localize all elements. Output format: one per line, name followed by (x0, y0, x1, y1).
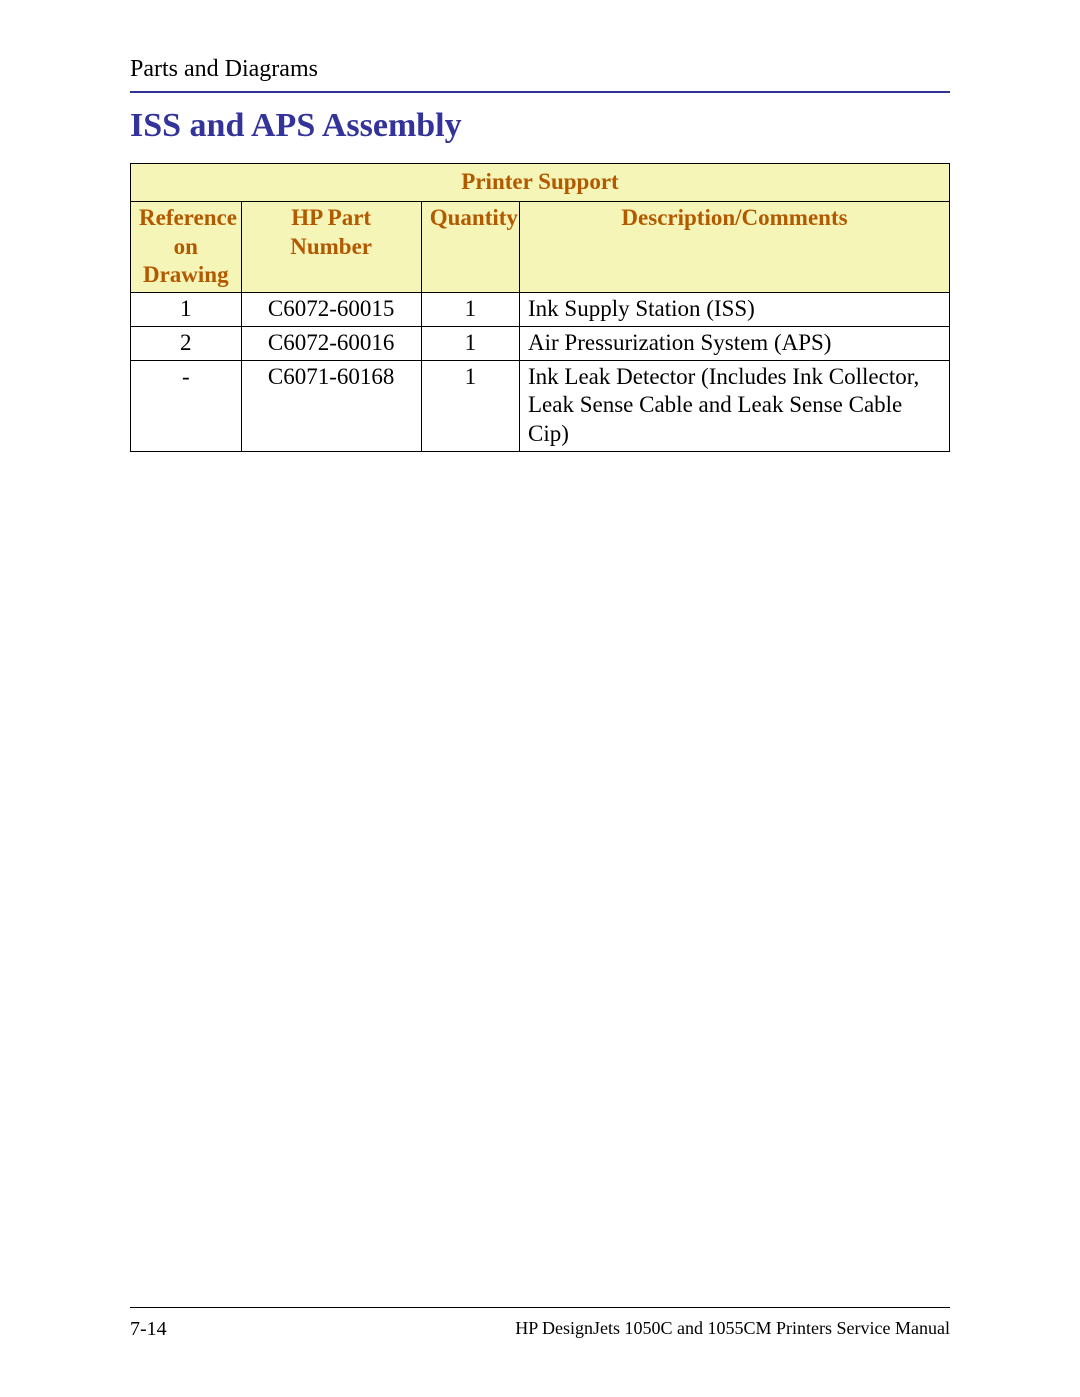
footer-rule (130, 1307, 950, 1308)
col-header-quantity: Quantity (421, 201, 519, 292)
section-label: Parts and Diagrams (130, 56, 950, 83)
col-header-reference: Reference on Drawing (131, 201, 242, 292)
table-title-row: Printer Support (131, 164, 950, 202)
cell-part: C6071-60168 (241, 360, 421, 451)
page: Parts and Diagrams ISS and APS Assembly … (0, 0, 1080, 1397)
page-footer: 7-14 HP DesignJets 1050C and 1055CM Prin… (130, 1307, 950, 1341)
cell-desc: Air Pressurization System (APS) (520, 326, 950, 360)
col-header-part-number: HP Part Number (241, 201, 421, 292)
cell-desc: Ink Supply Station (ISS) (520, 293, 950, 327)
cell-part: C6072-60015 (241, 293, 421, 327)
cell-desc: Ink Leak Detector (Includes Ink Collecto… (520, 360, 950, 451)
table-row: 1 C6072-60015 1 Ink Supply Station (ISS) (131, 293, 950, 327)
parts-table: Printer Support Reference on Drawing HP … (130, 163, 950, 452)
top-rule (130, 91, 950, 93)
table-header-row: Reference on Drawing HP Part Number Quan… (131, 201, 950, 292)
manual-title: HP DesignJets 1050C and 1055CM Printers … (515, 1318, 950, 1341)
table-row: - C6071-60168 1 Ink Leak Detector (Inclu… (131, 360, 950, 451)
col-header-description: Description/Comments (520, 201, 950, 292)
cell-ref: 2 (131, 326, 242, 360)
cell-qty: 1 (421, 326, 519, 360)
cell-qty: 1 (421, 360, 519, 451)
cell-part: C6072-60016 (241, 326, 421, 360)
cell-ref: 1 (131, 293, 242, 327)
page-title: ISS and APS Assembly (130, 107, 950, 145)
cell-qty: 1 (421, 293, 519, 327)
table-row: 2 C6072-60016 1 Air Pressurization Syste… (131, 326, 950, 360)
cell-ref: - (131, 360, 242, 451)
table-title: Printer Support (131, 164, 950, 202)
page-number: 7-14 (130, 1318, 167, 1341)
